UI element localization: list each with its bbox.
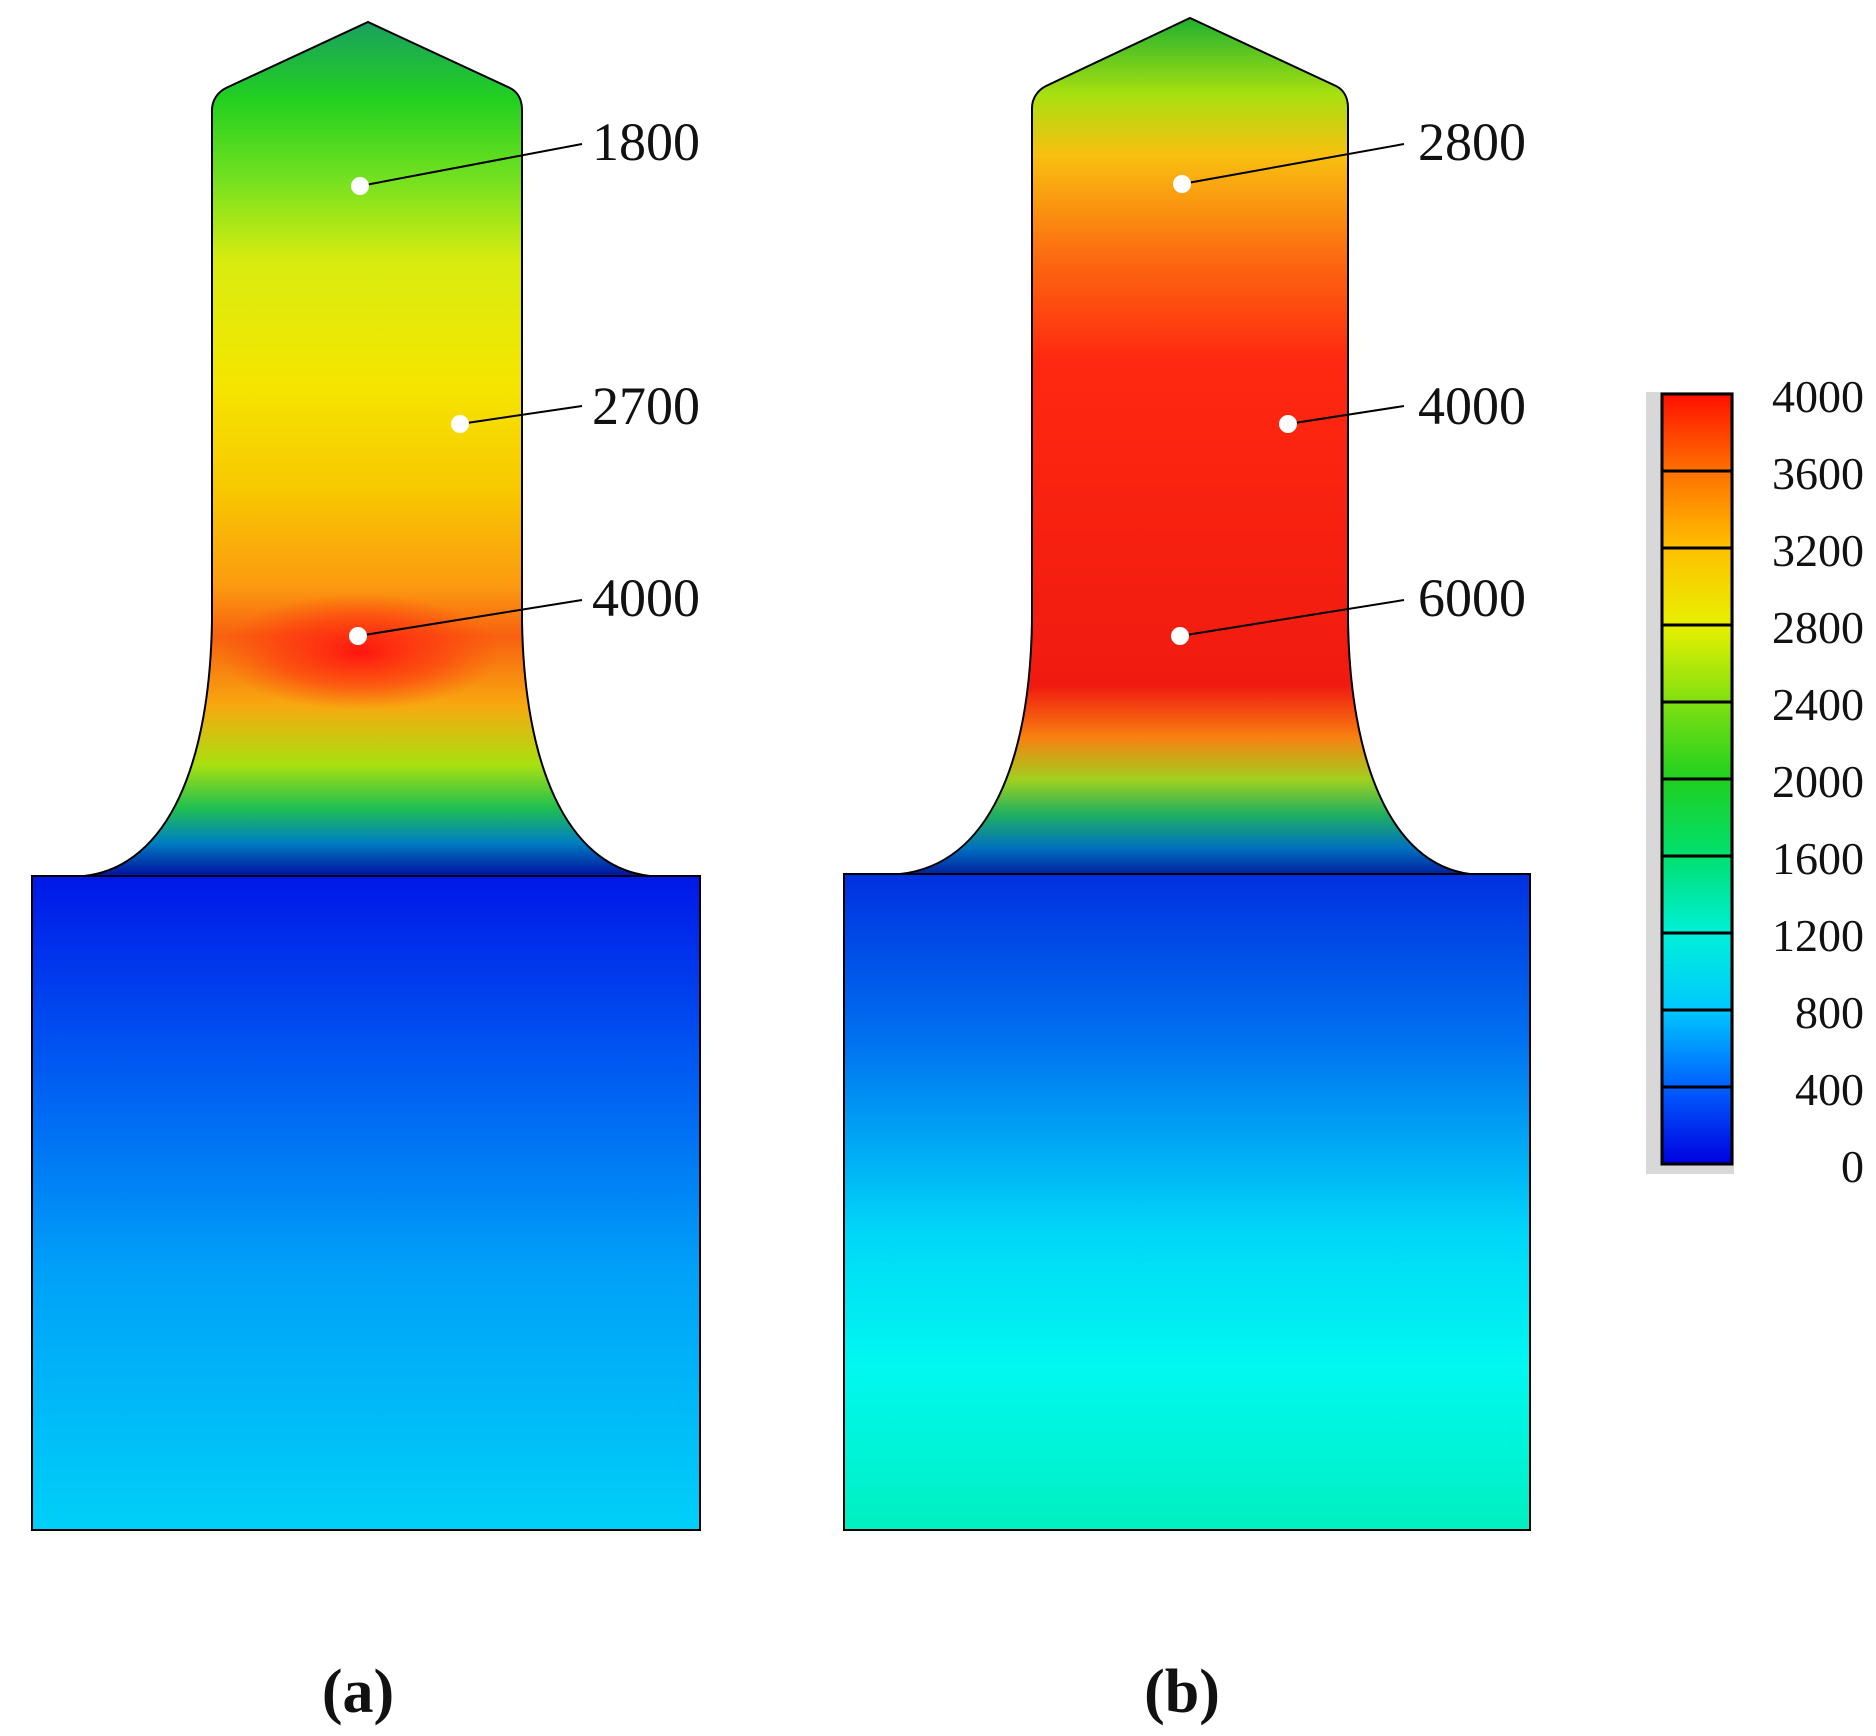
- panel-a: 1800 2700 4000 (a): [31, 20, 701, 1726]
- callout-leader: [359, 143, 583, 187]
- callout-value: 4000: [1418, 376, 1526, 436]
- callout-value: 2700: [592, 376, 700, 436]
- callout-leader: [459, 405, 583, 425]
- colorbar-tick-label: 4000: [1772, 371, 1864, 422]
- callout-marker: [351, 177, 369, 195]
- panel-b: 2800 4000 6000 (b): [843, 16, 1531, 1726]
- callout-marker: [349, 627, 367, 645]
- colorbar-tick-label: 3600: [1772, 448, 1864, 499]
- colorbar-tick-label: 2800: [1772, 602, 1864, 653]
- callout-leader: [1179, 599, 1405, 637]
- callout-value: 1800: [592, 112, 700, 172]
- callout-marker: [1279, 415, 1297, 433]
- colorbar-tick-label: 0: [1841, 1141, 1864, 1192]
- panel-b-callouts: 2800 4000 6000: [1171, 112, 1526, 645]
- colorbar-tick-label: 800: [1795, 987, 1864, 1038]
- callout: 4000: [349, 568, 700, 645]
- callout: 4000: [1279, 376, 1526, 436]
- panel-a-callouts: 1800 2700 4000: [349, 112, 700, 645]
- panel-b-caption: (b): [1144, 1658, 1220, 1726]
- callout-marker: [451, 415, 469, 433]
- panel-a-caption: (a): [322, 1658, 394, 1726]
- callout-leader: [1287, 405, 1405, 425]
- callout-leader: [357, 599, 583, 637]
- callout-marker: [1171, 627, 1189, 645]
- colorbar-tick-label: 2000: [1772, 756, 1864, 807]
- colorbar-tick-label: 1200: [1772, 910, 1864, 961]
- callout: 1800: [351, 112, 700, 195]
- colorbar-tick-label: 2400: [1772, 679, 1864, 730]
- colorbar-tick-label: 1600: [1772, 833, 1864, 884]
- colorbar-tick-label: 400: [1795, 1064, 1864, 1115]
- callout: 2700: [451, 376, 700, 436]
- callout-value: 4000: [592, 568, 700, 628]
- callout-value: 6000: [1418, 568, 1526, 628]
- colorbar-tick-label: 3200: [1772, 525, 1864, 576]
- callout-marker: [1173, 175, 1191, 193]
- callout-value: 2800: [1418, 112, 1526, 172]
- panel-a-base-block: [31, 875, 701, 1531]
- callout: 2800: [1173, 112, 1526, 193]
- panel-a-head-shape: [83, 20, 651, 877]
- callout-leader: [1181, 143, 1405, 185]
- panel-b-head-shape: [899, 16, 1471, 875]
- panel-b-base-block: [843, 873, 1531, 1531]
- callout: 6000: [1171, 568, 1526, 645]
- panel-a-hot-spot: [220, 594, 500, 710]
